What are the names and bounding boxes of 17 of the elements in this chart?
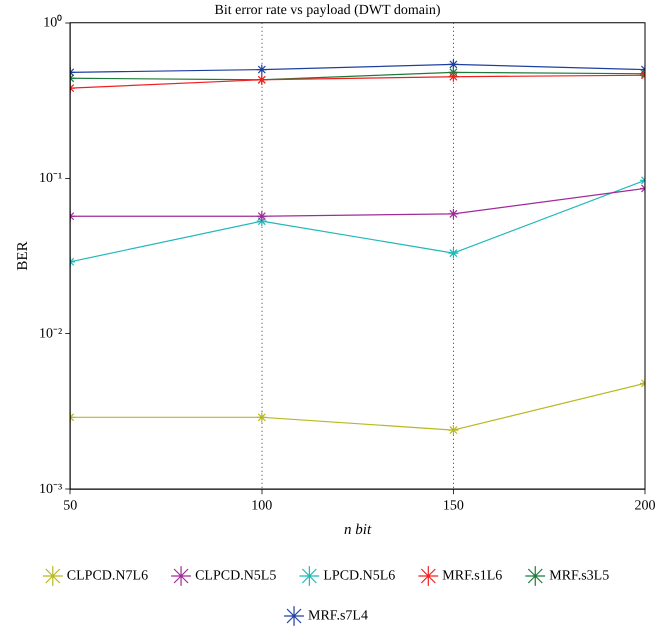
legend-label: MRF.s3L5	[549, 568, 610, 584]
legend-label: CLPCD.N5L5	[195, 568, 276, 584]
chart-title: Bit error rate vs payload (DWT domain)	[214, 3, 441, 18]
x-tick-label: 100	[251, 498, 272, 514]
legend-label: MRF.s7L4	[308, 608, 368, 624]
legend-label: LPCD.N5L6	[323, 568, 396, 584]
legend-label: CLPCD.N7L6	[66, 568, 148, 584]
x-tick-label: 50	[63, 498, 78, 514]
y-tick-label: 10⁻¹	[38, 170, 62, 186]
y-tick-label: 10⁻²	[38, 326, 62, 342]
y-tick-label: 10⁻³	[38, 482, 62, 497]
x-tick-label: 150	[442, 498, 464, 514]
y-axis-title: BER	[14, 241, 31, 271]
x-axis-title: n bit	[344, 522, 372, 538]
legend-label: MRF.s1L6	[442, 568, 502, 584]
x-tick-label: 200	[634, 498, 656, 514]
y-tick-label: 10⁰	[43, 14, 62, 30]
